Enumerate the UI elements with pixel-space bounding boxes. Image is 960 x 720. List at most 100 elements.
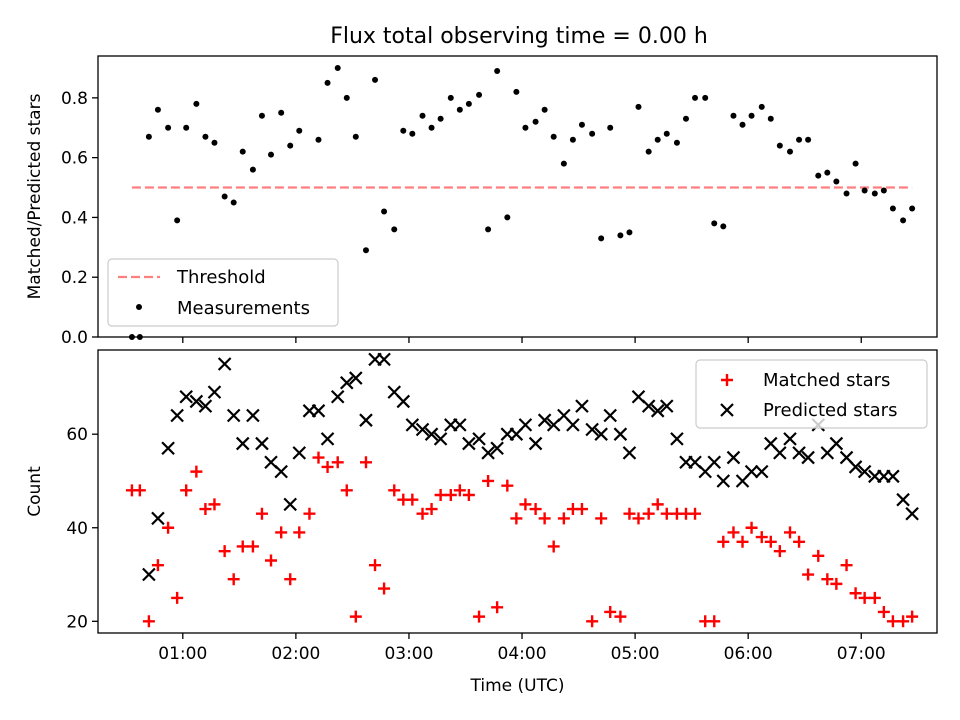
matched-marker	[906, 610, 919, 623]
measurement-point	[578, 121, 585, 128]
matched-marker	[586, 615, 599, 628]
predicted-marker	[886, 469, 900, 484]
measurement-point	[202, 133, 209, 140]
predicted-marker	[170, 408, 184, 423]
measurement-point	[522, 124, 529, 131]
predicted-marker	[283, 497, 298, 512]
measurement-point	[437, 115, 444, 122]
predicted-marker	[783, 432, 797, 446]
measurement-point	[748, 112, 755, 119]
legend: Matched stars Predicted stars	[695, 359, 928, 429]
predicted-marker	[650, 404, 665, 418]
measurement-point	[767, 115, 774, 122]
measurement-point	[702, 94, 709, 101]
measurement-point	[843, 190, 850, 197]
predicted-marker	[462, 436, 476, 451]
predicted-marker	[641, 399, 656, 413]
measurement-point	[711, 220, 718, 227]
predicted-marker	[359, 413, 373, 427]
matched-marker	[519, 498, 532, 511]
matched-marker	[538, 512, 551, 525]
predicted-marker	[207, 385, 222, 399]
predicted-marker	[179, 389, 193, 404]
predicted-marker	[603, 408, 617, 423]
measurement-point	[880, 187, 887, 194]
measurement-point	[230, 199, 237, 206]
matched-marker	[208, 498, 221, 511]
predicted-marker	[339, 375, 354, 390]
y-tick-label: 40	[66, 519, 88, 539]
measurement-point	[239, 148, 246, 155]
x-tick-label: 02:00	[271, 644, 320, 664]
y-tick-label: 0.2	[61, 268, 88, 288]
predicted-marker	[896, 492, 910, 507]
predicted-marker	[226, 408, 241, 423]
predicted-marker	[670, 432, 684, 446]
y-tick-label: 0.8	[61, 89, 88, 109]
matched-marker	[444, 489, 457, 502]
matched-marker	[840, 559, 853, 572]
predicted-marker	[405, 418, 420, 432]
measurement-point	[419, 112, 426, 119]
predicted-marker	[320, 432, 335, 446]
matched-marker	[151, 559, 164, 572]
measurement-point	[334, 64, 341, 71]
legend-predicted-label: Predicted stars	[763, 400, 897, 421]
legend-predicted-swatch	[720, 403, 734, 417]
legend-measurement-swatch	[136, 304, 142, 310]
matched-marker	[849, 587, 862, 600]
matched-marker	[312, 451, 325, 464]
x-tick-label: 04:00	[498, 644, 547, 664]
measurement-point	[494, 67, 501, 74]
predicted-marker	[198, 399, 213, 413]
matched-marker	[547, 540, 560, 553]
matched-marker	[218, 545, 231, 558]
matched-marker	[321, 460, 334, 473]
matched-marker	[378, 582, 391, 595]
predicted-marker	[142, 567, 156, 582]
predicted-marker	[433, 432, 448, 446]
matched-marker	[425, 503, 438, 516]
measurement-point	[861, 187, 868, 194]
x-axis-label: Time (UTC)	[470, 676, 565, 696]
predicted-marker	[744, 464, 759, 479]
predicted-marker	[246, 408, 260, 423]
measurement-point	[352, 133, 359, 140]
matched-marker	[349, 610, 362, 623]
y-axis-label: Count	[25, 466, 45, 517]
measurement-point	[617, 232, 624, 239]
matched-marker	[660, 507, 673, 520]
matched-marker	[473, 610, 486, 623]
measurement-point	[145, 133, 152, 140]
matched-marker	[255, 507, 268, 520]
matched-marker	[369, 559, 382, 572]
measurement-point	[513, 88, 520, 95]
measurement-point	[362, 247, 369, 254]
measurement-point	[560, 160, 567, 167]
measurement-point	[504, 214, 511, 221]
measurement-point	[268, 151, 275, 158]
measurement-point	[663, 130, 670, 137]
measurement-point	[456, 106, 463, 113]
legend-matched-label: Matched stars	[763, 370, 890, 391]
predicted-marker	[151, 511, 165, 526]
matched-marker	[293, 526, 306, 539]
x-tick-label: 01:00	[158, 644, 207, 664]
measurement-point	[258, 112, 265, 119]
predicted-marker	[189, 394, 204, 409]
matched-marker	[162, 521, 175, 534]
measurement-point	[805, 136, 812, 143]
measurement-point	[758, 103, 765, 110]
matched-marker	[462, 489, 475, 502]
measurement-point	[673, 139, 680, 146]
measurement-point	[730, 112, 737, 119]
measurement-point	[343, 94, 350, 101]
y-tick-label: 0.4	[61, 208, 88, 228]
measurement-point	[871, 190, 878, 197]
measurement-point	[428, 124, 435, 131]
measurement-point	[654, 136, 661, 143]
measurement-point	[815, 172, 822, 179]
measurement-point	[626, 229, 633, 236]
measurement-point	[776, 142, 783, 149]
predicted-marker	[528, 436, 543, 451]
